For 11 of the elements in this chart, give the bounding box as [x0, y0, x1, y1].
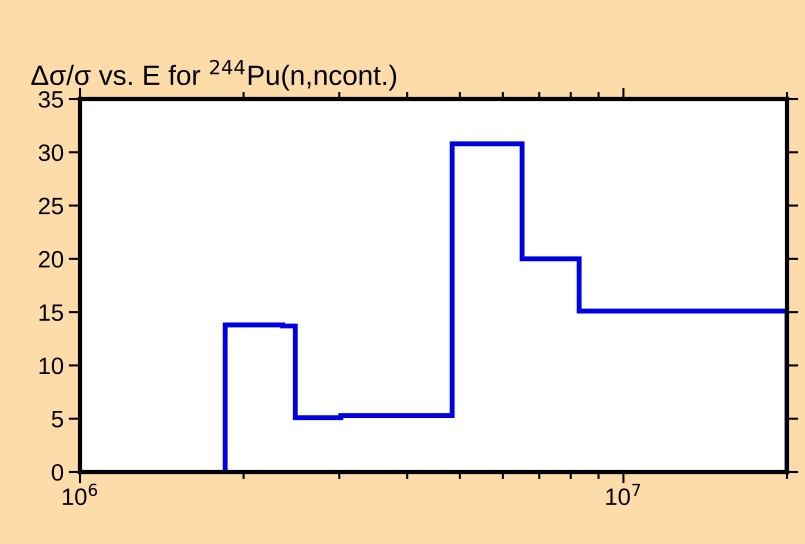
y-tick-label: 0	[52, 464, 64, 481]
y-tick-label: 20	[38, 250, 64, 268]
y-tick-label: 25	[38, 198, 64, 214]
chart-title: Δσ/σ vs. E for $^{244}$Pu(n,ncont.)	[31, 60, 396, 91]
y-tick-label: 15	[40, 304, 64, 321]
y-tick-label: 35	[38, 91, 64, 108]
x-tick-label: 10$^{7}$	[606, 484, 640, 506]
y-tick-label: 30	[38, 144, 64, 162]
x-tick-label: 10$^{6}$	[62, 484, 98, 506]
y-tick-label: 5	[52, 411, 64, 428]
y-tick-label: 10	[40, 357, 64, 374]
